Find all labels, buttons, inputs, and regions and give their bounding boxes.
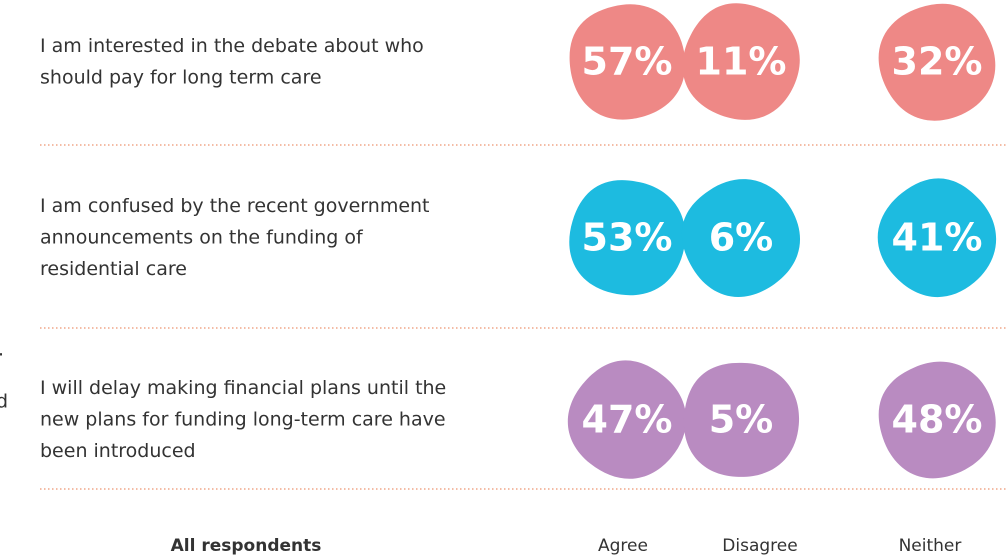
value-label: 32% [892,40,983,84]
cut-off-text: . [0,339,4,361]
blob [878,3,996,121]
column-label: Disagree [722,536,797,556]
statement-line: should pay for long term care [40,66,322,88]
statement-line: I am interested in the debate about who [40,35,424,57]
statement-line: I will delay making financial plans unti… [40,377,446,399]
value-label: 47% [582,398,673,442]
statement-line: I am confused by the recent government [40,195,430,217]
footer-label: All respondents [171,536,322,556]
value-label: 5% [709,398,774,442]
value-label: 6% [709,216,774,260]
statement-line: been introduced [40,440,196,462]
blob [682,3,800,120]
value-label: 48% [892,398,983,442]
value-label: 53% [582,216,673,260]
blob [567,360,687,479]
blob [681,179,800,297]
statement-line: residential care [40,258,187,280]
blob [569,180,686,296]
column-label: Agree [598,536,648,556]
value-label: 41% [892,216,983,260]
blob [878,361,996,479]
statement-line: new plans for funding long-term care hav… [40,409,446,431]
statement-line: announcements on the funding of [40,227,364,249]
blob [569,4,686,120]
value-label: 57% [582,40,673,84]
cut-off-text: d [0,391,8,413]
blob [877,178,997,298]
value-label: 11% [696,40,787,84]
blob [683,362,799,477]
column-label: Neither [899,536,962,556]
